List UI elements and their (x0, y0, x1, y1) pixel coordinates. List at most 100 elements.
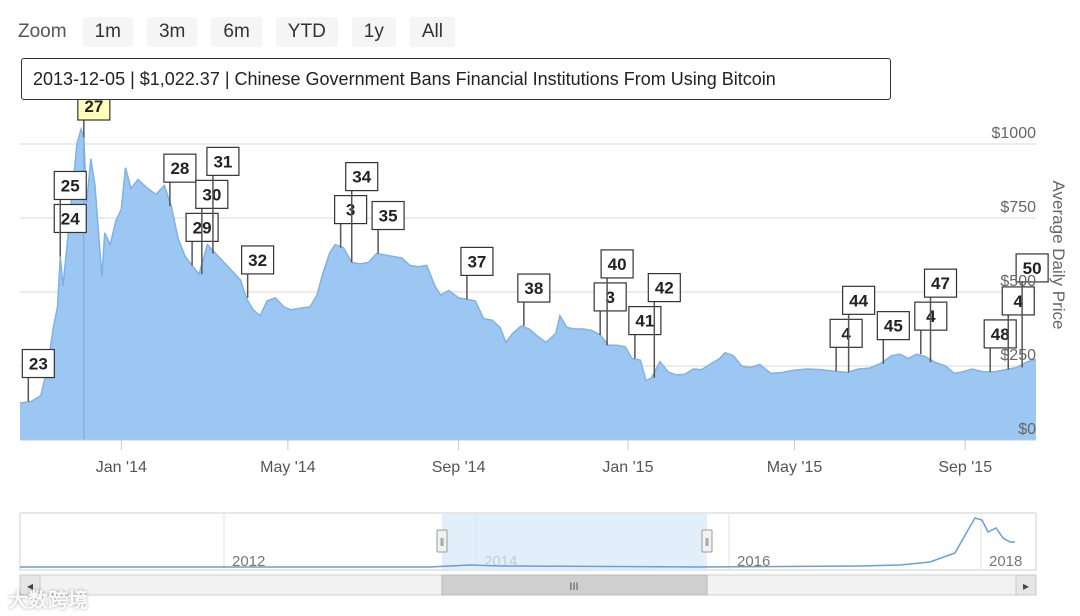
zoom-ytd-button[interactable]: YTD (275, 17, 338, 47)
x-tick-label: Jan '14 (96, 459, 147, 476)
flag-label: 37 (467, 252, 486, 271)
event-flag[interactable]: 23 (21, 348, 55, 402)
event-flag[interactable]: 50 (1015, 253, 1049, 368)
flag-box (647, 273, 681, 303)
event-flag[interactable]: 41 (628, 306, 662, 359)
flag-label: 32 (248, 251, 267, 270)
event-flag[interactable]: 38 (517, 273, 551, 327)
event-flag[interactable]: 44 (842, 285, 876, 373)
event-flag[interactable]: 30 (195, 179, 229, 275)
scrollbar-thumb[interactable] (441, 574, 708, 596)
event-flag[interactable]: 25 (53, 170, 87, 257)
flag-box (1001, 286, 1035, 316)
x-tick-label: Sep '14 (432, 459, 486, 476)
event-flag[interactable]: 4 (1001, 286, 1035, 370)
navigator[interactable]: 2012201420162018‖‖III◂▸ (19, 512, 1037, 596)
event-flag[interactable]: 37 (460, 246, 494, 300)
flag-label: 27 (84, 97, 103, 116)
event-tooltip: 2013-12-05 | $1,022.37 | Chinese Governm… (21, 58, 891, 100)
flag-label: 44 (849, 291, 868, 310)
tooltip-text: 2013-12-05 | $1,022.37 | Chinese Governm… (33, 69, 776, 89)
flag-label: 34 (352, 168, 371, 187)
y-axis-ticks: $0 $250 $500 $750 $1000 (992, 125, 1037, 438)
flag-box (517, 273, 551, 303)
flag-box (21, 348, 55, 379)
event-flag[interactable]: 34 (345, 162, 379, 263)
event-flag[interactable]: 47 (923, 268, 958, 363)
flag-label: 3 (605, 288, 614, 307)
flag-label: 3 (346, 201, 355, 220)
event-flag[interactable]: 48 (983, 319, 1017, 372)
flag-box (829, 318, 863, 348)
zoom-1y-button[interactable]: 1y (351, 17, 396, 47)
scroll-right-button[interactable] (1015, 574, 1037, 596)
y-tick-label: $500 (1000, 273, 1036, 290)
flag-box (53, 170, 87, 201)
flag-label: 35 (379, 207, 398, 226)
flag-box (842, 285, 876, 315)
event-flag[interactable]: 32 (241, 245, 275, 298)
navigator-year-label: 2016 (737, 553, 770, 570)
scroll-left-arrow-icon: ◂ (27, 579, 33, 593)
x-tick-label: Sep '15 (938, 459, 992, 476)
flag-box (345, 162, 379, 192)
event-flag[interactable]: 45 (876, 311, 910, 364)
flag-label: 47 (931, 274, 950, 293)
event-flag[interactable]: 3 (593, 282, 627, 335)
flag-box (460, 246, 494, 276)
flag-label: 24 (61, 209, 80, 228)
navigator-handle[interactable] (701, 529, 713, 553)
navigator-handle-grip: ‖ (705, 537, 710, 549)
price-line (19, 126, 1037, 404)
event-flag[interactable]: 4 (829, 318, 863, 372)
event-flag[interactable]: 31 (206, 146, 240, 254)
zoom-1m-button[interactable]: 1m (82, 17, 133, 47)
flag-label: 28 (170, 159, 189, 178)
zoom-3m-button[interactable]: 3m (146, 17, 198, 47)
flag-label: 23 (29, 355, 48, 374)
flag-label: 48 (991, 325, 1010, 344)
zoom-all-button[interactable]: All (409, 17, 455, 47)
flag-label: 4 (1014, 292, 1024, 311)
flag-box (593, 282, 627, 312)
y-tick-label: $1000 (992, 125, 1037, 142)
watermark-logo: 大数跨境 (8, 584, 88, 613)
flag-box (923, 268, 958, 298)
scrollbar-grip: III (569, 581, 578, 593)
y-tick-label: $750 (1000, 199, 1036, 216)
event-flag[interactable]: 40 (600, 249, 634, 346)
zoom-6m-button[interactable]: 6m (211, 17, 262, 47)
flag-box (1015, 253, 1049, 283)
flag-label: 50 (1023, 259, 1042, 278)
event-flag[interactable]: 28 (163, 153, 197, 207)
flag-box (206, 146, 240, 176)
flag-label: 40 (608, 255, 627, 274)
navigator-series-line (20, 517, 1015, 568)
navigator-selection[interactable] (442, 513, 707, 570)
flag-box (983, 319, 1017, 349)
navigator-handle[interactable] (436, 529, 448, 553)
scroll-left-button[interactable] (19, 574, 41, 596)
zoom-bar: Zoom 1m 3m 6m YTD 1y All (18, 14, 469, 50)
scroll-right-arrow-icon: ▸ (1023, 579, 1029, 593)
price-area (20, 129, 1036, 440)
flag-label: 38 (524, 279, 543, 298)
event-flag[interactable]: 35 (371, 200, 405, 254)
flag-box (628, 306, 662, 336)
flag-box (600, 249, 634, 279)
navigator-year-label: 2012 (232, 553, 265, 570)
flag-label: 41 (635, 312, 654, 331)
x-tick-label: May '14 (260, 459, 316, 476)
flag-label: 31 (213, 152, 232, 171)
event-flag[interactable]: 42 (647, 273, 681, 378)
y-tick-label: $0 (1018, 421, 1036, 438)
navigator-year-label: 2018 (989, 553, 1022, 570)
flag-label: 25 (61, 176, 80, 195)
event-flag[interactable]: 3 (334, 195, 368, 248)
flag-label: 42 (655, 279, 674, 298)
flag-box (195, 179, 229, 209)
flag-label: 4 (841, 324, 851, 343)
flag-box (334, 195, 368, 225)
